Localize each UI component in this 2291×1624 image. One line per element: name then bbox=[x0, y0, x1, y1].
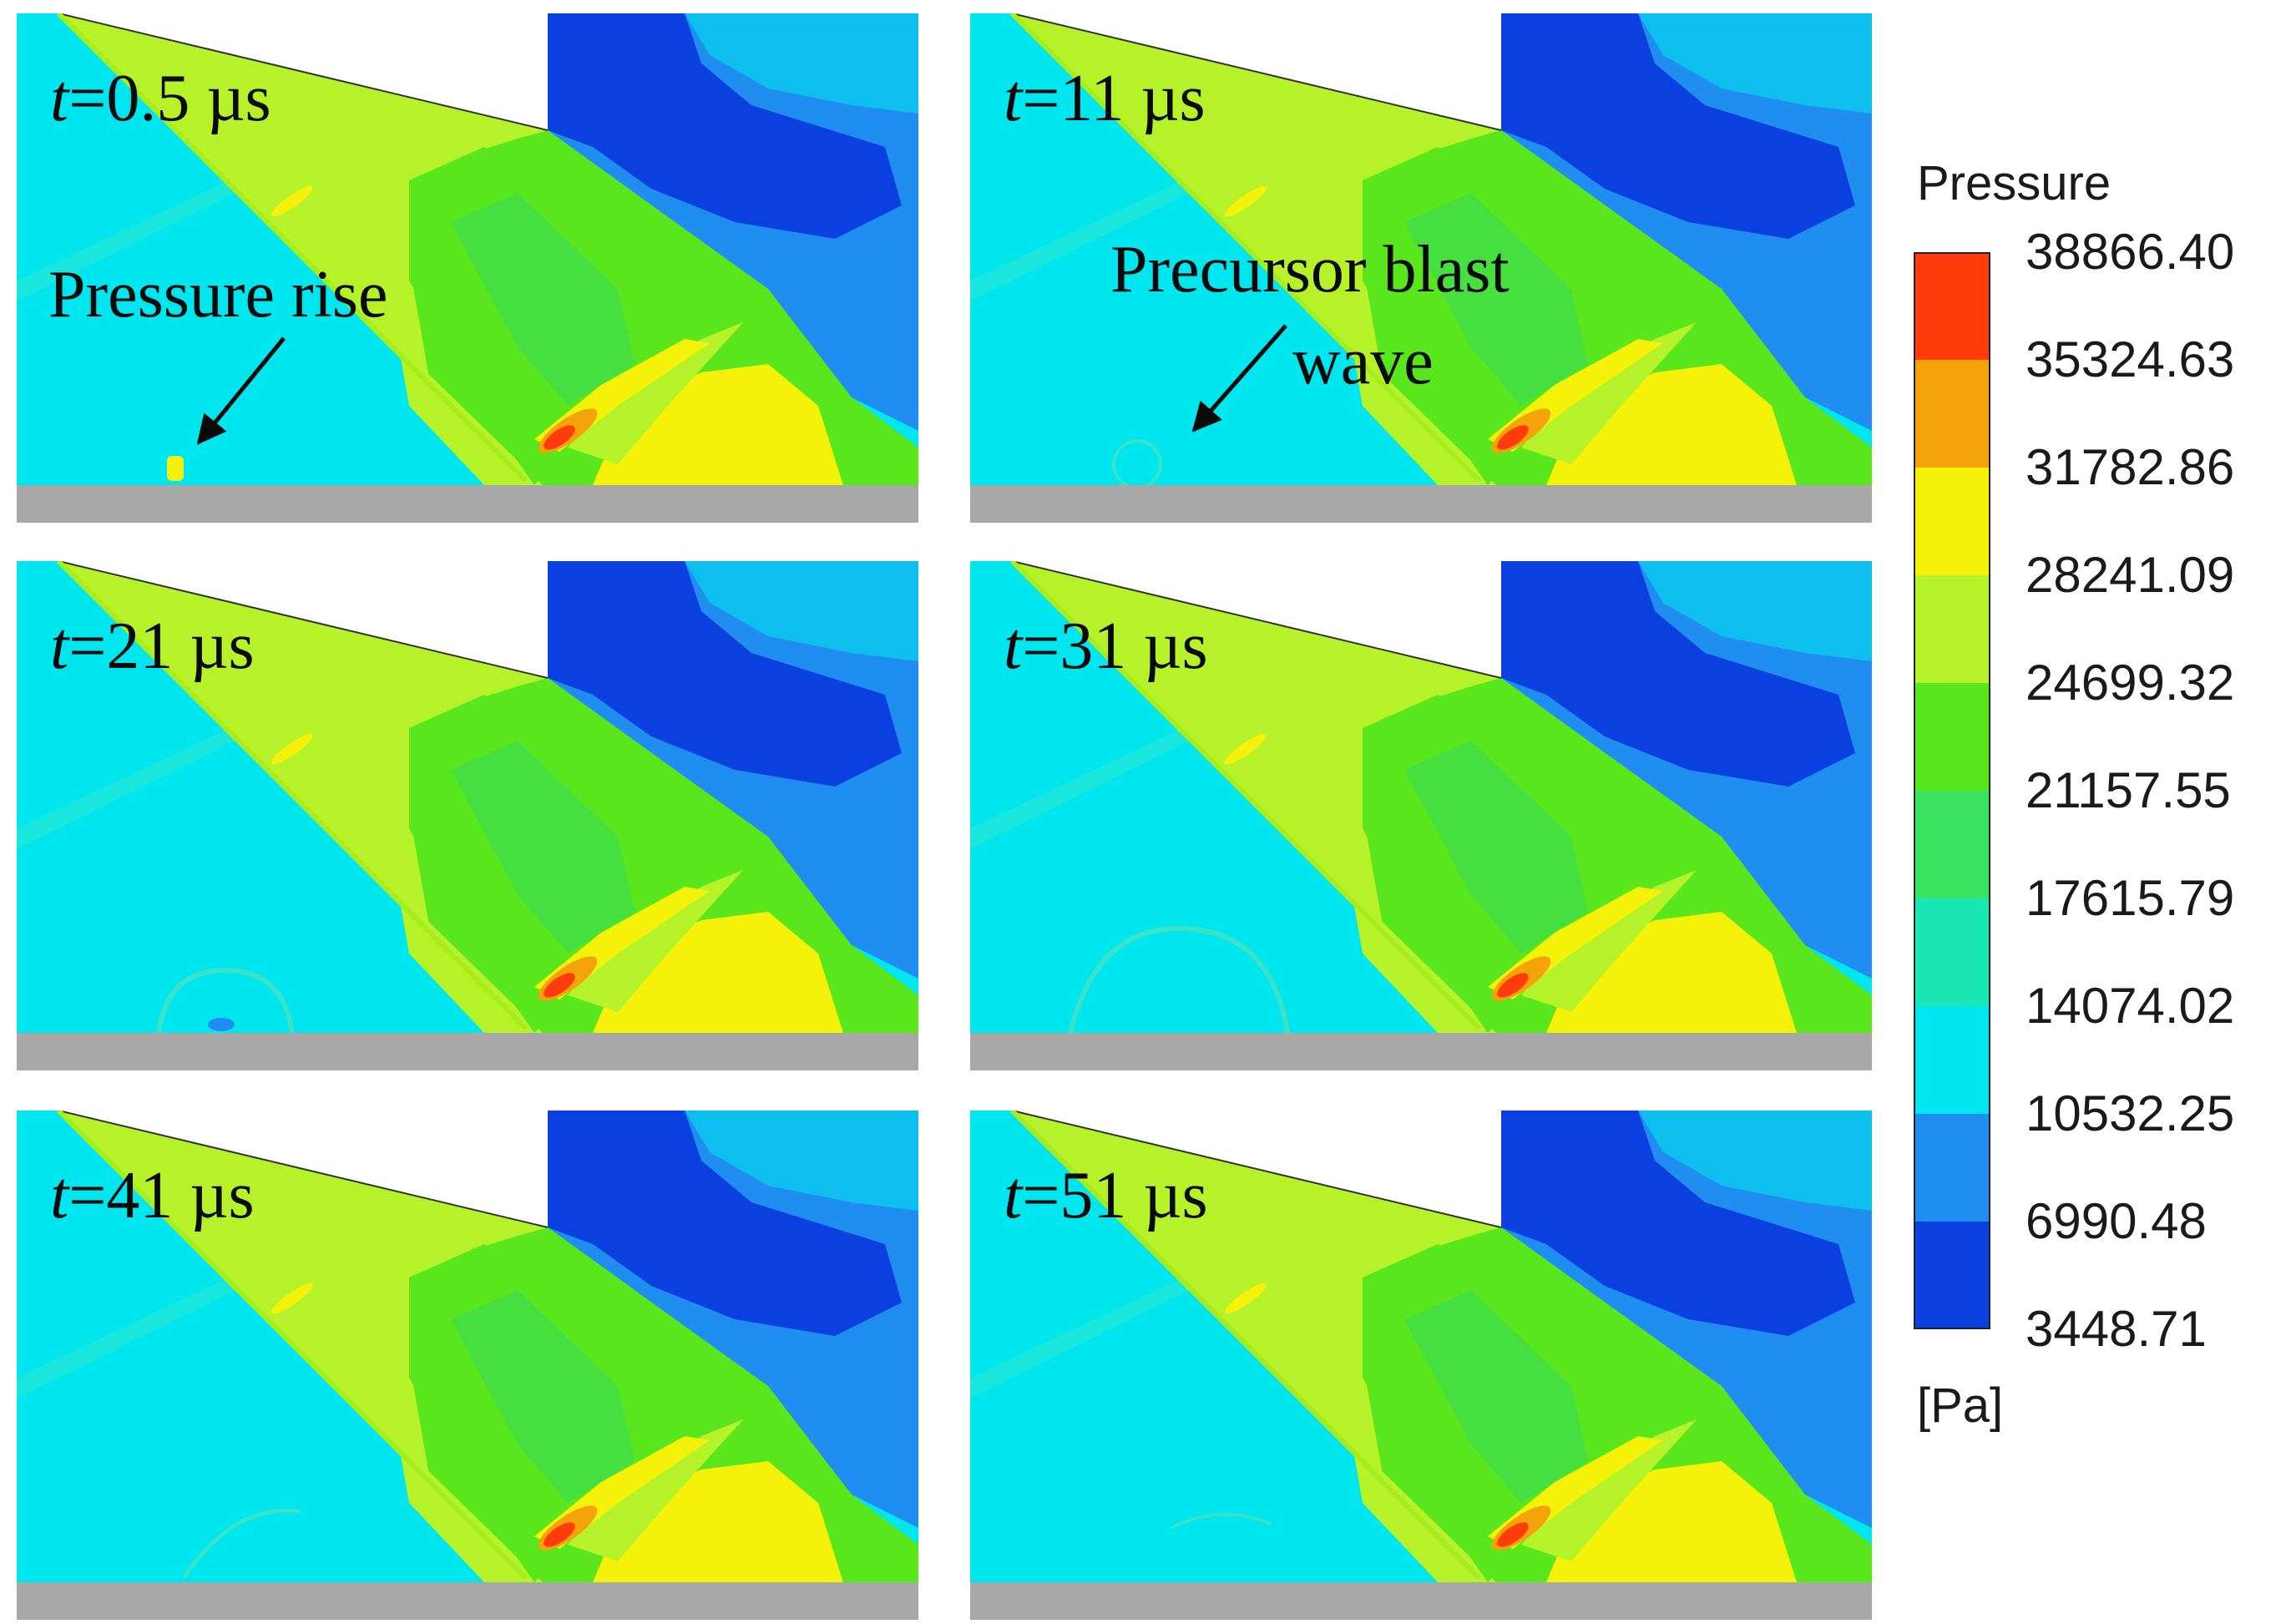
pressure-rise-annotation: Pressure rise bbox=[48, 258, 388, 331]
legend-tick-label: 3448.71 bbox=[2025, 1301, 2207, 1357]
time-label: t=31 µs bbox=[1004, 610, 1208, 683]
legend-tick-label: 38866.40 bbox=[2025, 224, 2235, 280]
pressure-contour-plot bbox=[17, 1110, 918, 1620]
legend-tick-label: 28241.09 bbox=[2025, 547, 2235, 603]
legend-tick-label: 6990.48 bbox=[2025, 1193, 2207, 1249]
colorbar-band bbox=[1914, 468, 1990, 576]
legend-tick-label: 21157.55 bbox=[2025, 762, 2231, 818]
legend-tick-label: 14074.02 bbox=[2025, 978, 2235, 1034]
panel-4: t=31 µs bbox=[970, 561, 1872, 1070]
colorbar-band bbox=[1914, 683, 1990, 792]
colorbar-band bbox=[1914, 898, 1990, 1007]
colorbar-band bbox=[1914, 1114, 1990, 1222]
panel-3: t=21 µs bbox=[17, 561, 918, 1070]
time-label: t=11 µs bbox=[1004, 62, 1206, 135]
time-label: t=51 µs bbox=[1004, 1159, 1208, 1232]
legend-unit: [Pa] bbox=[1917, 1379, 2004, 1433]
legend-tick-label: 35324.63 bbox=[2025, 331, 2235, 387]
pressure-contour-plot bbox=[970, 561, 1872, 1070]
panel-6: t=51 µs bbox=[970, 1110, 1872, 1620]
pressure-contour-plot bbox=[970, 1110, 1872, 1620]
colorbar-band bbox=[1914, 252, 1990, 361]
colorbar-band bbox=[1914, 575, 1990, 684]
precursor-annotation-line2: wave bbox=[1292, 325, 1434, 398]
time-label: t=0.5 µs bbox=[50, 62, 271, 135]
colorbar-band bbox=[1914, 791, 1990, 899]
pressure-contour-plot bbox=[970, 13, 1872, 523]
panel-5: t=41 µs bbox=[17, 1110, 918, 1620]
precursor-annotation-line1: Precursor blast bbox=[1110, 233, 1510, 306]
panel-1: t=0.5 µs bbox=[17, 13, 918, 523]
legend-tick-label: 24699.32 bbox=[2025, 655, 2235, 711]
pressure-contour-plot bbox=[17, 13, 918, 523]
legend-tick-label: 17615.79 bbox=[2025, 870, 2235, 926]
colorbar-band bbox=[1914, 360, 1990, 468]
legend-tick-label: 10532.25 bbox=[2025, 1085, 2235, 1141]
colorbar-band bbox=[1914, 1222, 1990, 1329]
colorbar-band bbox=[1914, 1006, 1990, 1115]
pressure-contour-plot bbox=[17, 561, 918, 1070]
time-label: t=41 µs bbox=[50, 1159, 255, 1232]
time-label: t=21 µs bbox=[50, 610, 255, 683]
colorbar bbox=[1914, 252, 1990, 1329]
legend-title: Pressure bbox=[1917, 156, 2111, 210]
legend-tick-label: 31782.86 bbox=[2025, 439, 2235, 495]
panel-2: t=11 µs bbox=[970, 13, 1872, 523]
